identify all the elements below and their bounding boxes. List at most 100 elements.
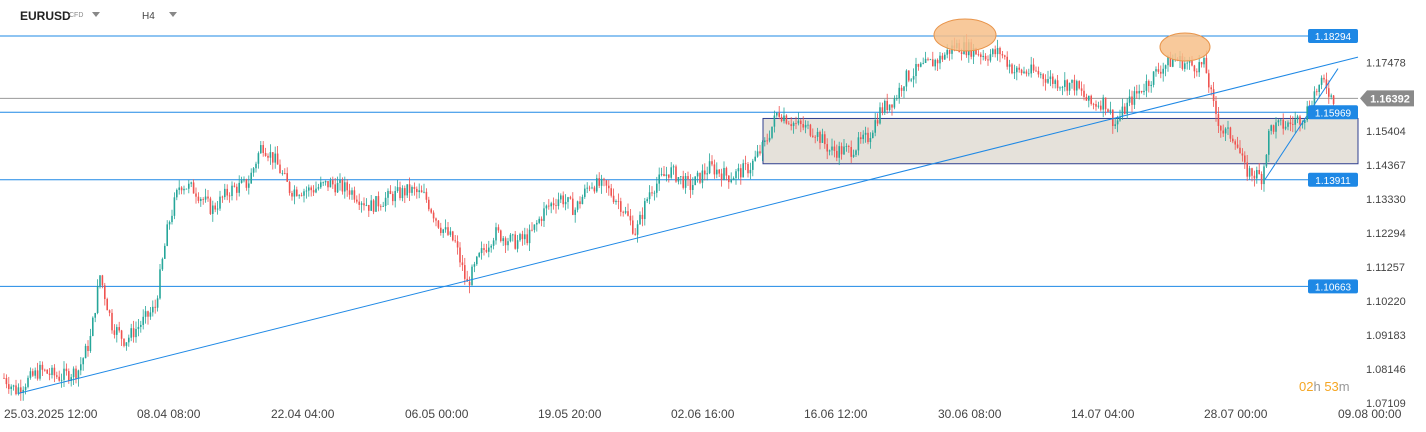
candle-body — [744, 163, 747, 165]
candle-body — [1320, 77, 1323, 85]
candle-body — [190, 182, 192, 184]
candle-body — [1100, 105, 1102, 110]
candle — [262, 141, 264, 157]
candle-body — [87, 345, 89, 351]
top-marker-1[interactable] — [1159, 32, 1211, 62]
candle — [677, 176, 680, 185]
symbol-dropdown-icon[interactable] — [92, 12, 100, 17]
candle — [284, 168, 286, 175]
candle-body — [732, 178, 735, 181]
candle — [785, 114, 788, 125]
candle-body — [747, 163, 749, 174]
candle — [281, 170, 284, 176]
symbol-name[interactable]: EURUSD — [20, 9, 71, 23]
candle — [610, 183, 612, 198]
candle-body — [454, 240, 456, 242]
candle — [694, 176, 696, 186]
candle — [404, 185, 406, 203]
candle-body — [22, 389, 24, 393]
candle — [528, 224, 531, 252]
x-tick-label: 06.05 00:00 — [405, 407, 469, 421]
candle-body — [471, 266, 473, 286]
candle-body — [864, 132, 867, 135]
candle — [560, 193, 562, 204]
candle-body — [872, 132, 874, 139]
candle — [204, 188, 207, 203]
candle-body — [1330, 95, 1332, 97]
candle-body — [96, 286, 99, 314]
short-trendline[interactable] — [1264, 68, 1339, 180]
candle-body — [1131, 96, 1133, 105]
candle — [480, 241, 483, 260]
candle-body — [240, 180, 243, 183]
candle — [1016, 66, 1018, 81]
candle — [807, 120, 809, 130]
candle-body — [92, 317, 94, 336]
candlesticks — [3, 34, 1335, 401]
candle — [603, 177, 605, 187]
candle — [411, 185, 413, 196]
candle — [387, 188, 389, 206]
candle — [1013, 64, 1016, 79]
candle — [742, 159, 744, 178]
candle — [490, 244, 492, 253]
candle-body — [435, 218, 437, 221]
candle-body — [192, 182, 195, 194]
timeframe[interactable]: H4 — [142, 11, 155, 22]
candle-body — [1150, 84, 1152, 87]
level-badge-text: 1.10663 — [1315, 282, 1352, 293]
candle — [696, 170, 699, 183]
candle-body — [543, 208, 545, 221]
candle-body — [1104, 97, 1107, 110]
candle-body — [1198, 62, 1200, 73]
candle — [881, 102, 884, 116]
candle-body — [663, 174, 665, 177]
candle — [792, 121, 795, 134]
candle — [358, 193, 360, 210]
candle-body — [159, 269, 161, 299]
candle-body — [694, 176, 696, 186]
candle-body — [176, 189, 178, 198]
candle-body — [615, 200, 617, 203]
long-trendline[interactable] — [17, 56, 1359, 394]
candle-body — [1239, 147, 1241, 154]
candle — [140, 320, 142, 333]
candle — [125, 342, 128, 351]
candle-body — [310, 187, 312, 191]
candle — [200, 197, 202, 207]
zone-rect — [762, 117, 1359, 165]
candle-body — [1157, 69, 1160, 72]
candle-body — [197, 196, 200, 201]
candle — [932, 51, 934, 67]
candle-body — [982, 55, 984, 57]
candle-body — [94, 313, 96, 318]
candle — [939, 52, 941, 70]
candle — [183, 185, 185, 195]
candle-body — [485, 249, 488, 252]
candle-body — [144, 311, 147, 317]
candle — [545, 204, 548, 216]
candle — [428, 196, 430, 212]
candle-body — [413, 187, 416, 189]
price-badges: 1.18294 1.15969 1.13911 1.10663 1.16392 — [1308, 28, 1414, 294]
candle-body — [780, 116, 783, 122]
candle — [749, 162, 752, 180]
candle-body — [819, 131, 821, 143]
candle-body — [483, 248, 485, 250]
candle-body — [334, 184, 336, 193]
candle-body — [416, 188, 418, 193]
candle — [27, 375, 29, 389]
candle — [1061, 85, 1064, 96]
candle-body — [372, 200, 375, 212]
candle-body — [833, 146, 836, 151]
candle — [756, 144, 759, 158]
candle — [1028, 68, 1030, 77]
top-marker-0[interactable] — [933, 18, 997, 52]
candle-body — [908, 70, 910, 81]
timeframe-dropdown-icon[interactable] — [169, 12, 177, 17]
candle — [142, 309, 144, 330]
candle-body — [828, 150, 831, 152]
candle-body — [1292, 124, 1294, 125]
candle — [46, 369, 48, 374]
